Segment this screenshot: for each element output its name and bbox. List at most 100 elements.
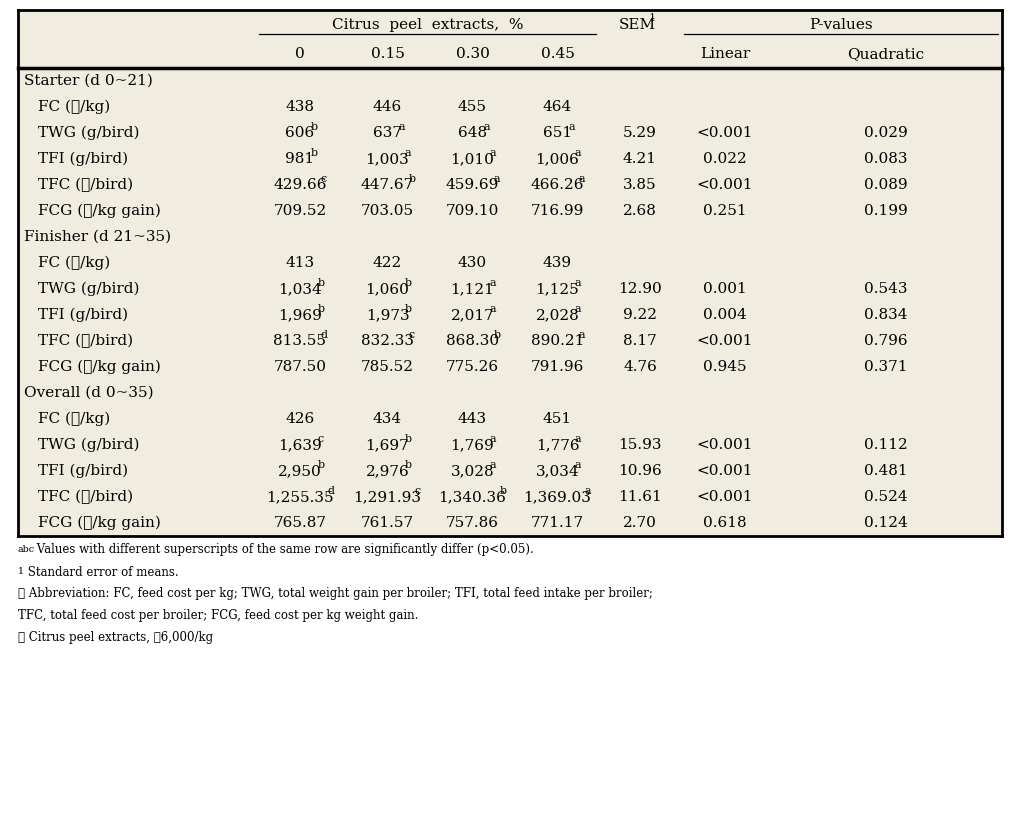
Text: a: a <box>575 278 581 288</box>
Text: 447.67: 447.67 <box>360 178 414 192</box>
Text: 5.29: 5.29 <box>623 126 657 140</box>
Text: Overall (d 0~35): Overall (d 0~35) <box>24 386 154 400</box>
Text: 2,028: 2,028 <box>535 308 579 322</box>
Text: a: a <box>490 148 497 158</box>
Text: TWG (g/bird): TWG (g/bird) <box>38 126 139 140</box>
Text: 430: 430 <box>458 256 487 270</box>
Text: 1,340.36: 1,340.36 <box>439 490 506 504</box>
Text: b: b <box>408 174 415 184</box>
Text: ※ Citrus peel extracts, ₩6,000/kg: ※ Citrus peel extracts, ₩6,000/kg <box>18 631 213 644</box>
Text: a: a <box>578 174 585 184</box>
Text: 422: 422 <box>373 256 402 270</box>
Text: 0.524: 0.524 <box>864 490 908 504</box>
Text: 455: 455 <box>458 100 487 114</box>
Text: 0.001: 0.001 <box>703 282 747 296</box>
Text: 413: 413 <box>285 256 315 270</box>
Text: 0.124: 0.124 <box>864 516 908 530</box>
Text: a: a <box>575 304 581 314</box>
Text: 771.17: 771.17 <box>531 516 584 530</box>
Text: Standard error of means.: Standard error of means. <box>23 566 178 579</box>
Text: 1,121: 1,121 <box>451 282 495 296</box>
Text: 2.70: 2.70 <box>623 516 657 530</box>
Text: 709.52: 709.52 <box>274 204 327 218</box>
Text: Values with different superscripts of the same row are significantly differ (p<0: Values with different superscripts of th… <box>33 544 533 557</box>
Text: 426: 426 <box>285 412 315 426</box>
Text: d: d <box>321 330 328 340</box>
Text: 0.481: 0.481 <box>864 464 908 478</box>
Text: 2,017: 2,017 <box>451 308 495 322</box>
Text: 832.33: 832.33 <box>361 334 414 348</box>
Text: 0.543: 0.543 <box>864 282 908 296</box>
Text: 0.251: 0.251 <box>703 204 747 218</box>
Text: 10.96: 10.96 <box>618 464 662 478</box>
Text: 11.61: 11.61 <box>618 490 662 504</box>
Text: 0.45: 0.45 <box>541 47 574 61</box>
Text: 1: 1 <box>18 567 24 576</box>
Text: TFI (g/bird): TFI (g/bird) <box>38 152 128 166</box>
Text: TFC (₩/bird): TFC (₩/bird) <box>38 334 133 348</box>
Text: 4.76: 4.76 <box>623 360 657 374</box>
Text: FC (₩/kg): FC (₩/kg) <box>38 412 110 426</box>
Bar <box>18 10 1002 536</box>
Text: FCG (₩/kg gain): FCG (₩/kg gain) <box>38 360 161 374</box>
Text: 0.004: 0.004 <box>703 308 747 322</box>
Text: a: a <box>578 330 585 340</box>
Text: 12.90: 12.90 <box>618 282 662 296</box>
Text: a: a <box>490 434 497 444</box>
Text: 1,776: 1,776 <box>535 438 579 452</box>
Text: Starter (d 0~21): Starter (d 0~21) <box>24 74 153 88</box>
Text: 9.22: 9.22 <box>623 308 657 322</box>
Text: a: a <box>568 122 575 132</box>
Text: 443: 443 <box>458 412 487 426</box>
Text: 3.85: 3.85 <box>623 178 657 192</box>
Text: 0.371: 0.371 <box>864 360 908 374</box>
Text: 1,010: 1,010 <box>451 152 495 166</box>
Text: 439: 439 <box>543 256 572 270</box>
Text: a: a <box>575 460 581 470</box>
Text: 0.029: 0.029 <box>864 126 908 140</box>
Text: 434: 434 <box>373 412 402 426</box>
Text: 648: 648 <box>458 126 487 140</box>
Text: FCG (₩/kg gain): FCG (₩/kg gain) <box>38 516 161 530</box>
Text: c: c <box>415 486 421 496</box>
Text: 0.083: 0.083 <box>864 152 908 166</box>
Text: 890.21: 890.21 <box>530 334 584 348</box>
Text: a: a <box>405 148 411 158</box>
Text: <0.001: <0.001 <box>696 464 753 478</box>
Text: 757.86: 757.86 <box>446 516 499 530</box>
Text: 0: 0 <box>295 47 304 61</box>
Text: ※ Abbreviation: FC, feed cost per kg; TWG, total weight gain per broiler; TFI, t: ※ Abbreviation: FC, feed cost per kg; TW… <box>18 588 653 600</box>
Text: 0.112: 0.112 <box>864 438 908 452</box>
Text: a: a <box>490 304 497 314</box>
Text: 1,291.93: 1,291.93 <box>353 490 421 504</box>
Text: TFC (₩/bird): TFC (₩/bird) <box>38 178 133 192</box>
Text: TFC, total feed cost per broiler; FCG, feed cost per kg weight gain.: TFC, total feed cost per broiler; FCG, f… <box>18 609 418 622</box>
Text: 1,973: 1,973 <box>365 308 409 322</box>
Text: Finisher (d 21~35): Finisher (d 21~35) <box>24 230 171 244</box>
Text: b: b <box>318 278 325 288</box>
Text: 0.089: 0.089 <box>864 178 908 192</box>
Text: TWG (g/bird): TWG (g/bird) <box>38 282 139 296</box>
Text: 451: 451 <box>543 412 572 426</box>
Text: <0.001: <0.001 <box>696 178 753 192</box>
Text: 446: 446 <box>373 100 402 114</box>
Text: 709.10: 709.10 <box>446 204 499 218</box>
Text: b: b <box>310 148 318 158</box>
Text: a: a <box>490 460 497 470</box>
Text: 8.17: 8.17 <box>623 334 657 348</box>
Text: b: b <box>405 460 412 470</box>
Text: 15.93: 15.93 <box>618 438 662 452</box>
Text: 1,969: 1,969 <box>278 308 322 322</box>
Text: 785.52: 785.52 <box>361 360 414 374</box>
Text: 0.618: 0.618 <box>703 516 747 530</box>
Text: b: b <box>405 278 412 288</box>
Text: 787.50: 787.50 <box>274 360 327 374</box>
Text: a: a <box>494 174 500 184</box>
Text: 464: 464 <box>543 100 572 114</box>
Text: b: b <box>310 122 318 132</box>
Text: 4.21: 4.21 <box>623 152 657 166</box>
Text: 0.022: 0.022 <box>703 152 747 166</box>
Text: 1,125: 1,125 <box>535 282 579 296</box>
Text: 0.834: 0.834 <box>864 308 908 322</box>
Text: 651: 651 <box>543 126 572 140</box>
